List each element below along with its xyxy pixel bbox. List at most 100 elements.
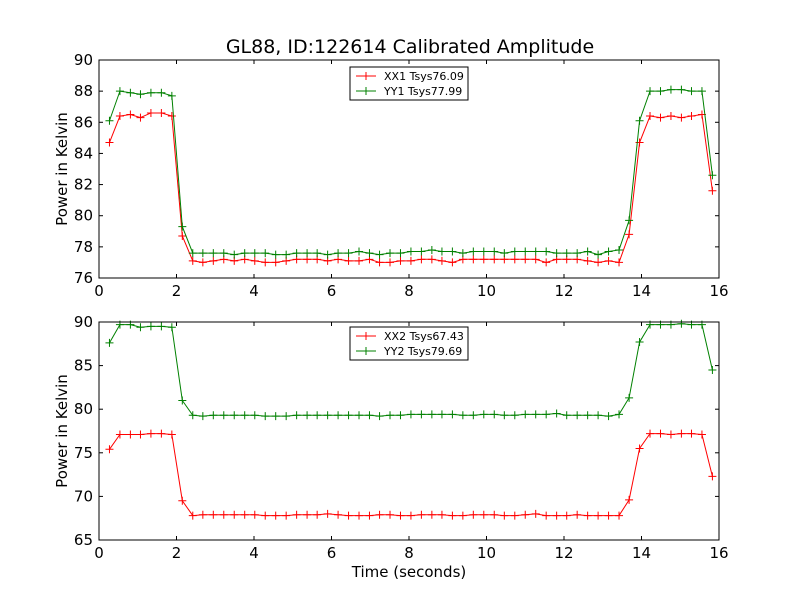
data-point (375, 250, 384, 259)
data-point (146, 322, 155, 331)
data-point (406, 247, 415, 256)
data-point (708, 171, 717, 180)
data-point (583, 411, 592, 420)
data-point (230, 510, 239, 519)
data-point (604, 412, 613, 421)
data-point (458, 411, 467, 420)
data-point (666, 430, 675, 439)
legend-label: YY1 Tsys77.99 (383, 85, 462, 98)
data-point (178, 496, 187, 505)
data-point (625, 393, 634, 402)
data-point (303, 411, 312, 420)
data-point (126, 88, 135, 97)
data-point (666, 85, 675, 94)
data-point (146, 108, 155, 117)
data-point (448, 410, 457, 419)
data-point (240, 249, 249, 258)
data-point (417, 247, 426, 256)
data-point (677, 319, 686, 328)
data-point (583, 511, 592, 520)
data-point (136, 113, 145, 122)
data-point (396, 411, 405, 420)
x-tick-label: 8 (404, 544, 414, 562)
data-point (365, 511, 374, 520)
data-point (406, 511, 415, 520)
y-axis-label: Power in Kelvin (53, 112, 71, 226)
data-point (448, 511, 457, 520)
legend-marker (362, 347, 370, 355)
data-point (386, 411, 395, 420)
data-point (261, 249, 270, 258)
data-point (240, 510, 249, 519)
data-point (396, 249, 405, 258)
data-point (479, 247, 488, 256)
data-point (344, 256, 353, 265)
data-point (594, 250, 603, 259)
x-tick-label: 16 (709, 544, 728, 562)
data-point (271, 412, 280, 421)
y-tick-label: 78 (74, 238, 93, 256)
data-point (303, 510, 312, 519)
data-point (115, 87, 124, 96)
data-point (188, 256, 197, 265)
data-point (292, 510, 301, 519)
data-point (188, 511, 197, 520)
data-point (562, 511, 571, 520)
data-point (219, 510, 228, 519)
data-point (542, 410, 551, 419)
legend-marker (362, 72, 370, 80)
data-point (510, 411, 519, 420)
data-point (136, 90, 145, 99)
data-point (542, 247, 551, 256)
data-point (448, 247, 457, 256)
chart-title: GL88, ID:122614 Calibrated Amplitude (226, 36, 594, 58)
data-point (157, 108, 166, 117)
data-point (677, 113, 686, 122)
data-point (105, 116, 114, 125)
legend-label: XX1 Tsys76.09 (384, 70, 464, 83)
data-point (355, 411, 364, 420)
data-point (531, 410, 540, 419)
data-point (334, 249, 343, 258)
x-tick-label: 2 (172, 544, 182, 562)
data-point (521, 410, 530, 419)
data-point (396, 511, 405, 520)
y-tick-label: 65 (74, 531, 93, 549)
data-point (500, 411, 509, 420)
x-tick-label: 10 (477, 282, 496, 300)
data-point (427, 255, 436, 264)
data-point (635, 116, 644, 125)
data-point (604, 511, 613, 520)
data-point (708, 472, 717, 481)
data-point (146, 88, 155, 97)
data-point (604, 247, 613, 256)
data-point (105, 138, 114, 147)
data-point (355, 256, 364, 265)
data-point (469, 510, 478, 519)
data-point (646, 429, 655, 438)
y-tick-label: 86 (74, 113, 93, 131)
data-point (313, 510, 322, 519)
data-point (697, 430, 706, 439)
data-point (323, 250, 332, 259)
data-point (250, 249, 259, 258)
data-point (646, 112, 655, 121)
data-point (261, 258, 270, 267)
data-point (687, 429, 696, 438)
x-tick-label: 14 (632, 282, 651, 300)
legend-marker (362, 87, 370, 95)
data-point (635, 338, 644, 347)
data-point (178, 231, 187, 240)
data-point (126, 430, 135, 439)
data-point (188, 411, 197, 420)
data-point (521, 247, 530, 256)
data-point (396, 256, 405, 265)
x-tick-label: 6 (327, 544, 337, 562)
data-point (427, 245, 436, 254)
legend-box (349, 326, 469, 361)
data-point (386, 258, 395, 267)
data-point (406, 256, 415, 265)
y-tick-label: 75 (74, 444, 93, 462)
data-point (344, 411, 353, 420)
